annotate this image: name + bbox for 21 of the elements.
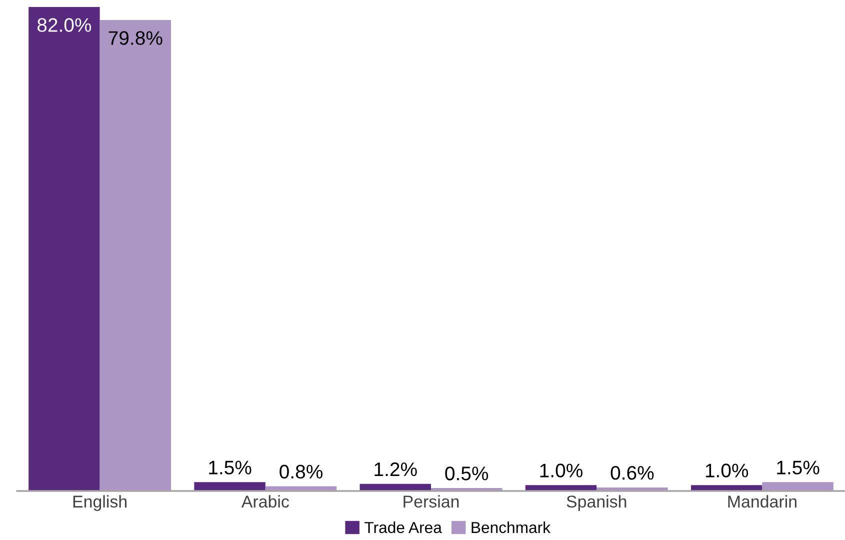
data-label: 1.5%	[777, 460, 820, 474]
legend-label: Benchmark	[472, 521, 551, 534]
x-tick-label: Mandarin	[728, 495, 796, 508]
bar	[100, 20, 172, 491]
data-label: 0.5%	[445, 466, 488, 480]
data-label: 1.0%	[540, 464, 582, 478]
x-tick-label: Persian	[404, 495, 459, 508]
bar	[762, 482, 834, 491]
data-label: 1.0%	[706, 464, 748, 478]
data-label: 82.0%	[37, 18, 92, 32]
data-label: 0.8%	[280, 464, 322, 479]
data-label: 79.8%	[108, 31, 162, 45]
data-label: 1.5%	[209, 460, 252, 474]
legend-label: Trade Area	[364, 521, 442, 534]
bar	[194, 482, 266, 491]
x-tick-label: Spanish	[566, 495, 626, 511]
x-tick-label: English	[73, 495, 126, 511]
data-label: 1.2%	[374, 462, 417, 476]
bar	[28, 7, 100, 491]
data-label: 0.6%	[610, 466, 654, 480]
x-tick-label: Arabic	[241, 495, 289, 508]
